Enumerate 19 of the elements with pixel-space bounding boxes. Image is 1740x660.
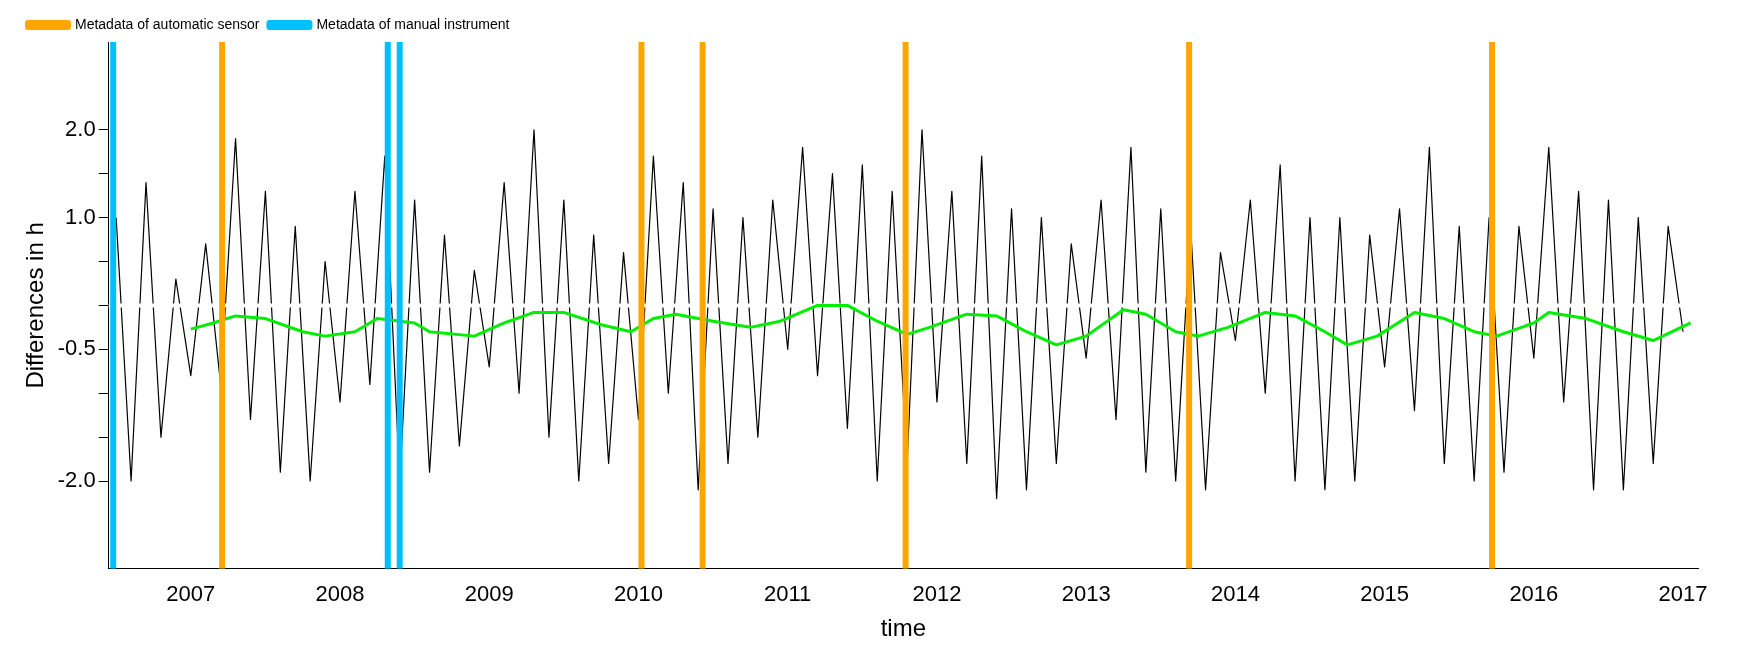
legend-label: Metadata of automatic sensor: [75, 15, 260, 32]
x-tick-label: 2012: [912, 581, 962, 607]
x-tick-label: 2013: [1061, 581, 1111, 607]
x-tick-label: 2015: [1360, 581, 1410, 607]
y-tick-label: -0.5: [57, 335, 96, 361]
x-tick-label: 2009: [464, 581, 514, 607]
y-tick-label: -2.0: [57, 467, 96, 493]
x-tick-label: 2008: [315, 581, 365, 607]
legend-label: Metadata of manual instrument: [316, 15, 510, 32]
x-tick-label: 2010: [614, 581, 663, 607]
x-tick-label: 2016: [1509, 581, 1559, 607]
x-axis-title: time: [880, 614, 927, 642]
x-tick-label: 2014: [1210, 581, 1260, 607]
x-tick-label: 2007: [166, 581, 216, 607]
x-tick-label: 2011: [764, 581, 812, 607]
x-tick-label: 2017: [1658, 581, 1708, 607]
y-tick-label: 1.0: [65, 203, 96, 229]
y-axis-title: Differences in h: [21, 222, 49, 389]
y-tick-label: 2.0: [65, 115, 96, 141]
